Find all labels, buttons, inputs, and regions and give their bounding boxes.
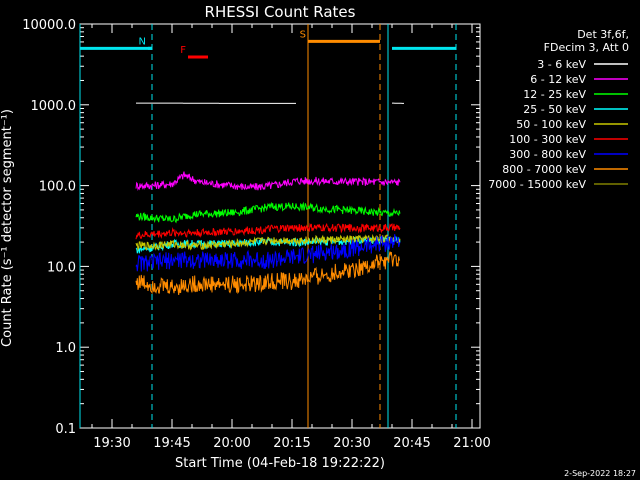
y-tick-label: 0.1 [55,422,76,437]
y-tick-label: 1000.0 [31,99,77,114]
y-tick-label: 1.0 [55,341,76,356]
time-markers: N F S [79,24,457,428]
legend-entry-label: 100 - 300 keV [509,133,586,146]
state-bar-label: F [180,45,186,56]
legend: Det 3f,6f, FDecim 3, Att 0 3 - 6 keV 6 - … [488,28,629,191]
x-tick-label: 20:30 [333,436,370,451]
axis-ticks [80,23,480,429]
x-tick-label: 19:45 [153,436,190,451]
legend-entry-label: 50 - 100 keV [516,118,586,131]
y-tick-label: 10000.0 [22,18,76,33]
series-line [135,233,401,252]
plot-frame [79,23,481,429]
legend-entry-label: 300 - 800 keV [509,148,586,161]
y-axis-title: Count Rate (s⁻¹ detector segment⁻¹) [0,109,15,347]
x-tick-label: 19:30 [93,436,130,451]
series-line [135,201,401,224]
x-tick-label: 20:15 [273,436,310,451]
tick-labels: 0.1 1.0 10.0 100.0 1000.0 10000.0 19:30 19:45 20… [22,18,491,451]
legend-entry-label: 7000 - 15000 keV [488,178,586,191]
x-axis-title: Start Time (04-Feb-18 19:22:22) [175,456,385,471]
legend-entry-label: 6 - 12 keV [530,73,586,86]
legend-entry-label: 800 - 7000 keV [502,163,586,176]
series-line [135,234,401,272]
legend-header-line-2: FDecim 3, Att 0 [544,41,629,54]
x-tick-label: 20:00 [213,436,250,451]
legend-entry-label: 3 - 6 keV [537,58,586,71]
x-tick-label: 20:45 [393,436,430,451]
y-tick-label: 100.0 [39,180,76,195]
x-tick-label: 21:00 [453,436,490,451]
series-line [135,222,401,240]
state-bar-label: N [139,36,146,47]
series-line [135,251,401,296]
plot-border [79,23,481,429]
state-bar-label: S [300,29,306,40]
date-stamp: 2-Sep-2022 18:27 [564,469,636,478]
chart-title: RHESSI Count Rates [205,3,356,21]
legend-header-line-1: Det 3f,6f, [577,28,629,41]
legend-entry-label: 25 - 50 keV [523,103,586,116]
series-line [135,171,401,191]
series-lines [135,102,404,296]
y-tick-label: 10.0 [47,260,76,275]
legend-entry-label: 12 - 25 keV [523,88,586,101]
